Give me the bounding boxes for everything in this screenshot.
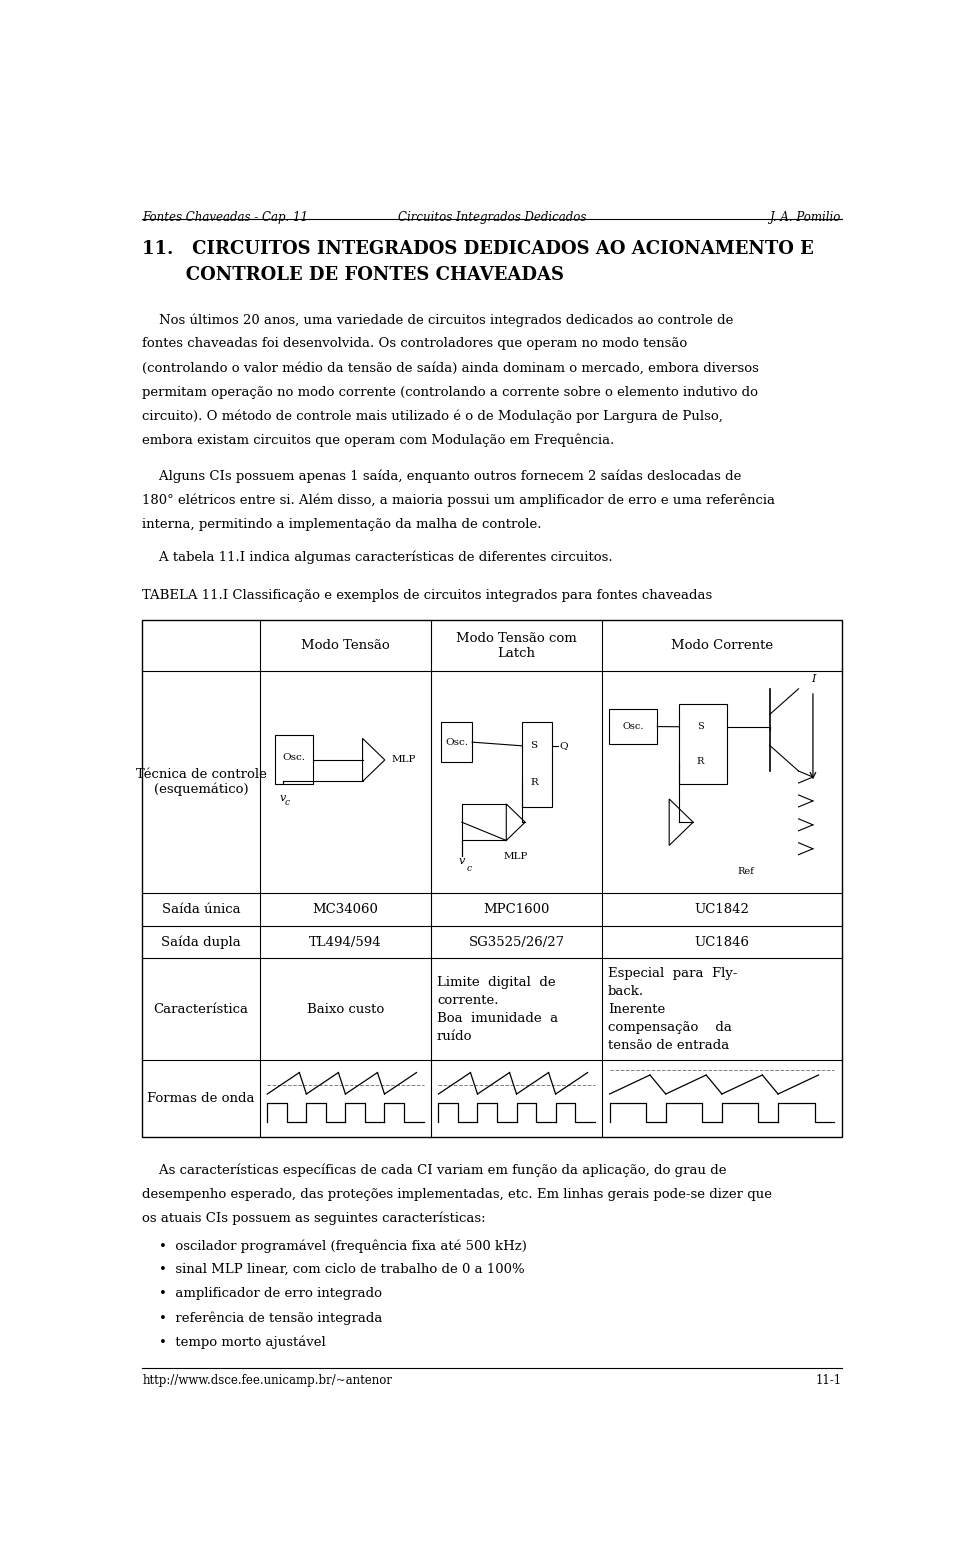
Text: •  amplificador de erro integrado: • amplificador de erro integrado	[158, 1288, 382, 1300]
Text: Circuitos Integrados Dedicados: Circuitos Integrados Dedicados	[397, 211, 587, 225]
Text: Técnica de controle
(esquemático): Técnica de controle (esquemático)	[135, 768, 267, 796]
Text: v: v	[459, 855, 465, 865]
Text: Formas de onda: Formas de onda	[147, 1093, 254, 1105]
Text: Nos últimos 20 anos, uma variedade de circuitos integrados dedicados ao controle: Nos últimos 20 anos, uma variedade de ci…	[142, 314, 733, 326]
Text: Q: Q	[560, 741, 568, 751]
Text: UC1842: UC1842	[694, 904, 750, 916]
Text: http://www.dsce.fee.unicamp.br/~antenor: http://www.dsce.fee.unicamp.br/~antenor	[142, 1374, 393, 1386]
Text: interna, permitindo a implementação da malha de controle.: interna, permitindo a implementação da m…	[142, 518, 541, 531]
Text: fontes chaveadas foi desenvolvida. Os controladores que operam no modo tensão: fontes chaveadas foi desenvolvida. Os co…	[142, 337, 687, 351]
Text: Saída dupla: Saída dupla	[161, 935, 241, 949]
Text: 11-1: 11-1	[816, 1374, 842, 1386]
Text: os atuais CIs possuem as seguintes características:: os atuais CIs possuem as seguintes carac…	[142, 1211, 486, 1225]
Text: MC34060: MC34060	[313, 904, 378, 916]
Text: S: S	[531, 741, 538, 751]
Text: v: v	[279, 793, 286, 804]
Text: Ref: Ref	[737, 866, 755, 876]
Text: •  tempo morto ajustável: • tempo morto ajustável	[158, 1335, 325, 1349]
Text: SG3525/26/27: SG3525/26/27	[468, 935, 564, 949]
Text: Modo Tensão: Modo Tensão	[301, 640, 390, 652]
Text: 11.   CIRCUITOS INTEGRADOS DEDICADOS AO ACIONAMENTO E: 11. CIRCUITOS INTEGRADOS DEDICADOS AO AC…	[142, 240, 814, 258]
Text: Osc.: Osc.	[282, 754, 305, 762]
Text: •  sinal MLP linear, com ciclo de trabalho de 0 a 100%: • sinal MLP linear, com ciclo de trabalh…	[158, 1263, 524, 1277]
Text: •  referência de tensão integrada: • referência de tensão integrada	[158, 1311, 382, 1325]
Text: c: c	[285, 798, 290, 807]
Text: (controlando o valor médio da tensão de saída) ainda dominam o mercado, embora d: (controlando o valor médio da tensão de …	[142, 362, 759, 375]
Text: 180° elétricos entre si. Além disso, a maioria possui um amplificador de erro e : 180° elétricos entre si. Além disso, a m…	[142, 493, 776, 507]
Text: UC1846: UC1846	[694, 935, 750, 949]
Bar	[276, 735, 313, 784]
Text: circuito). O método de controle mais utilizado é o de Modulação por Largura de P: circuito). O método de controle mais uti…	[142, 409, 723, 423]
Text: Especial  para  Fly-
back.
Inerente
compensação    da
tensão de entrada: Especial para Fly- back. Inerente compen…	[608, 966, 737, 1052]
Text: Osc.: Osc.	[622, 723, 644, 731]
Text: A tabela 11.I indica algumas características de diferentes circuitos.: A tabela 11.I indica algumas característ…	[142, 551, 612, 564]
Text: Fontes Chaveadas - Cap. 11: Fontes Chaveadas - Cap. 11	[142, 211, 308, 225]
Text: Saída única: Saída única	[162, 904, 240, 916]
Text: MLP: MLP	[503, 852, 528, 860]
Text: Limite  digital  de
corrente.
Boa  imunidade  a
ruído: Limite digital de corrente. Boa imunidad…	[437, 976, 558, 1043]
Bar	[442, 723, 472, 762]
Text: MPC1600: MPC1600	[484, 904, 550, 916]
Text: Alguns CIs possuem apenas 1 saída, enquanto outros fornecem 2 saídas deslocadas : Alguns CIs possuem apenas 1 saída, enqua…	[142, 470, 742, 484]
Text: Modo Tensão com
Latch: Modo Tensão com Latch	[456, 632, 577, 660]
Text: desempenho esperado, das proteções implementadas, etc. Em linhas gerais pode-se : desempenho esperado, das proteções imple…	[142, 1188, 772, 1200]
Text: TABELA 11.I Classificação e exemplos de circuitos integrados para fontes chavead: TABELA 11.I Classificação e exemplos de …	[142, 588, 712, 603]
Text: As características específicas de cada CI variam em função da aplicação, do grau: As características específicas de cada C…	[142, 1163, 727, 1177]
Text: CONTROLE DE FONTES CHAVEADAS: CONTROLE DE FONTES CHAVEADAS	[142, 267, 564, 284]
Bar	[610, 709, 658, 745]
Text: •  oscilador programável (frequência fixa até 500 kHz): • oscilador programável (frequência fixa…	[158, 1239, 527, 1252]
Text: c: c	[467, 865, 471, 874]
Text: I: I	[811, 674, 815, 684]
Bar	[142, 621, 842, 1138]
Text: Osc.: Osc.	[445, 738, 468, 746]
Text: MLP: MLP	[392, 756, 416, 765]
Text: S: S	[697, 723, 704, 731]
Text: Característica: Característica	[154, 1002, 249, 1016]
Bar	[679, 704, 727, 784]
Text: J. A. Pomilio: J. A. Pomilio	[770, 211, 842, 225]
Text: R: R	[697, 757, 704, 766]
Bar	[521, 723, 553, 807]
Text: TL494/594: TL494/594	[309, 935, 382, 949]
Text: R: R	[530, 779, 538, 787]
Text: embora existam circuitos que operam com Modulação em Frequência.: embora existam circuitos que operam com …	[142, 434, 614, 446]
Text: Modo Corrente: Modo Corrente	[671, 640, 773, 652]
Text: Baixo custo: Baixo custo	[307, 1002, 384, 1016]
Text: permitam operação no modo corrente (controlando a corrente sobre o elemento indu: permitam operação no modo corrente (cont…	[142, 386, 758, 398]
